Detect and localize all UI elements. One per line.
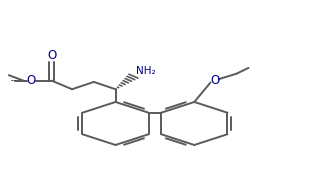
Text: O: O [47, 49, 56, 62]
Text: O: O [210, 74, 219, 87]
Text: methyl: methyl [12, 79, 17, 81]
Text: NH₂: NH₂ [136, 66, 155, 76]
Text: methyl: methyl [10, 79, 15, 81]
Text: O: O [26, 74, 36, 87]
